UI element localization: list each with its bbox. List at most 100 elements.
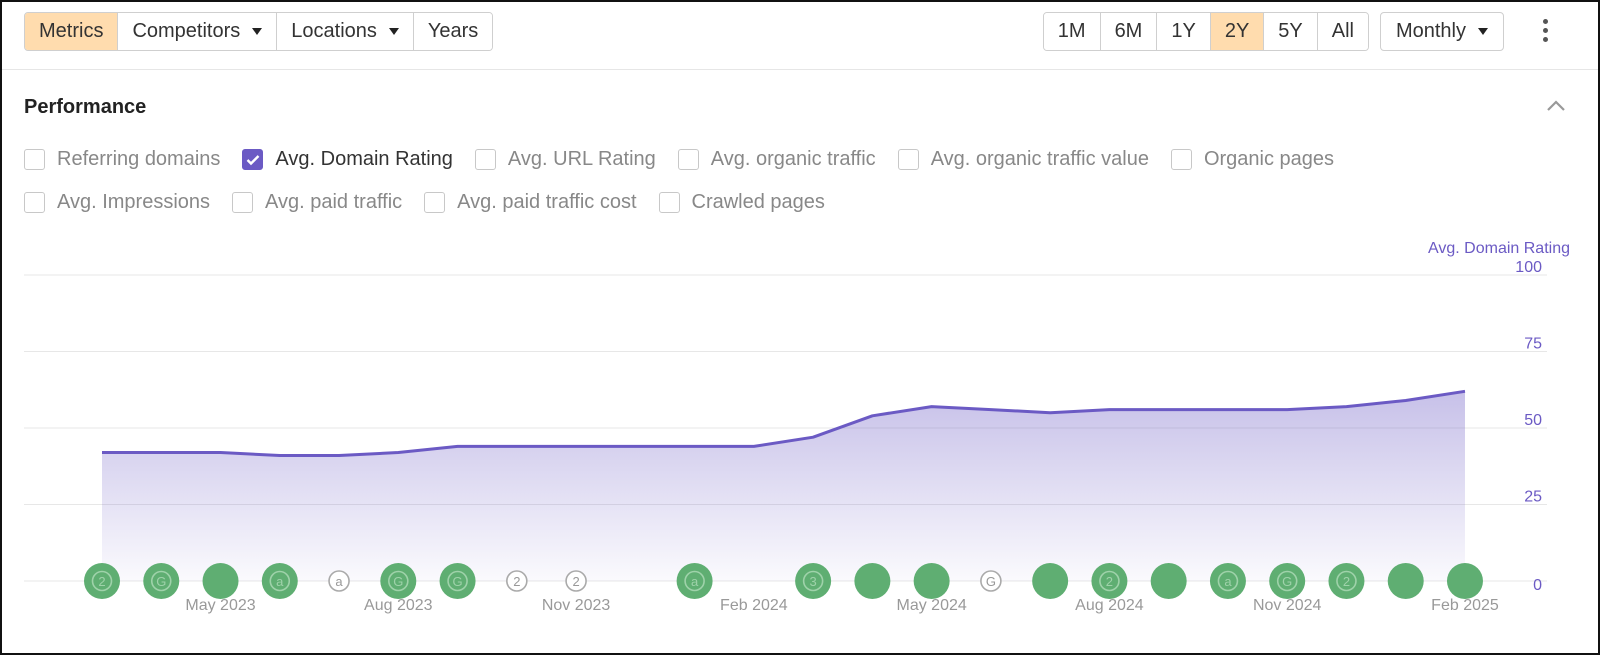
- update-marker[interactable]: [795, 563, 832, 599]
- range-label: 5Y: [1278, 20, 1303, 42]
- update-marker-glyph: a: [276, 574, 284, 589]
- metric-checkbox-label: Avg. organic traffic: [710, 148, 876, 170]
- view-options-group: Metrics Competitors Locations Years: [24, 12, 494, 51]
- chevron-up-icon[interactable]: [1546, 98, 1566, 112]
- update-marker-ring: [387, 570, 409, 592]
- metric-checkbox-label: Avg. paid traffic: [265, 191, 403, 213]
- domain-rating-chart: 0 25 50 75 100 May 2023 Aug 2023 Nov 2023 Feb 20…: [24, 259, 1547, 614]
- checkbox-icon[interactable]: [1170, 149, 1192, 170]
- y-tick-label: 25: [1524, 489, 1542, 506]
- metric-checkbox[interactable]: Avg. organic traffic value: [897, 148, 1149, 171]
- y-tick-label: 0: [1533, 577, 1542, 594]
- range-1m-button[interactable]: 1M: [1043, 13, 1101, 50]
- x-tick-label: Aug 2023: [364, 597, 433, 614]
- update-marker[interactable]: [565, 570, 587, 592]
- range-label: 2Y: [1224, 20, 1250, 42]
- update-marker-ring: [269, 570, 291, 592]
- update-marker[interactable]: [1387, 563, 1424, 599]
- metric-checkbox[interactable]: Avg. paid traffic: [232, 191, 402, 214]
- range-5y-button[interactable]: 5Y: [1264, 13, 1318, 50]
- metric-checkbox[interactable]: Avg. Impressions: [24, 191, 210, 214]
- update-marker[interactable]: [506, 570, 528, 592]
- update-marker-ring: [1276, 570, 1298, 592]
- y-tick-label: 50: [1524, 412, 1542, 429]
- checkbox-icon[interactable]: [677, 149, 699, 170]
- update-marker-glyph: 2: [572, 574, 579, 589]
- series-area: [102, 391, 1465, 581]
- update-marker[interactable]: [980, 570, 1002, 592]
- metric-checkbox-label: Avg. Domain Rating: [275, 148, 453, 170]
- update-marker[interactable]: [143, 563, 180, 599]
- years-label: Years: [427, 20, 479, 42]
- update-marker[interactable]: [1446, 563, 1483, 599]
- update-marker[interactable]: [380, 563, 417, 599]
- update-marker-ring: [91, 570, 113, 592]
- x-tick-label: Feb 2025: [1431, 597, 1499, 614]
- section-title: Performance: [24, 96, 147, 118]
- range-1y-button[interactable]: 1Y: [1157, 13, 1211, 50]
- metric-checkbox[interactable]: Organic pages: [1170, 148, 1334, 171]
- metric-checkbox[interactable]: Avg. paid traffic cost: [424, 191, 637, 214]
- metrics-button[interactable]: Metrics: [25, 13, 119, 50]
- toolbar: Metrics Competitors Locations Years 1M 6…: [2, 2, 1598, 70]
- metric-checkbox-label: Crawled pages: [691, 191, 825, 213]
- update-marker[interactable]: [913, 563, 950, 599]
- range-2y-button[interactable]: 2Y: [1210, 13, 1265, 50]
- locations-dropdown[interactable]: Locations: [277, 13, 414, 50]
- y-tick-label: 75: [1524, 336, 1542, 353]
- update-marker[interactable]: [261, 563, 298, 599]
- y-tick-label: 100: [1515, 259, 1542, 276]
- update-marker-glyph: a: [1224, 574, 1232, 589]
- interval-dropdown[interactable]: Monthly: [1379, 12, 1504, 51]
- checkbox-icon[interactable]: [24, 192, 45, 213]
- metric-checkboxes-row-2: Avg. Impressions Avg. paid traffic Avg. pa…: [24, 191, 847, 214]
- update-marker[interactable]: [676, 563, 713, 599]
- metrics-button-label: Metrics: [39, 20, 104, 42]
- metric-checkbox[interactable]: Referring domains: [24, 148, 220, 171]
- metric-checkbox[interactable]: Crawled pages: [658, 191, 825, 214]
- update-marker-glyph: G: [156, 574, 166, 589]
- checkbox-icon[interactable]: [24, 149, 45, 170]
- competitors-dropdown[interactable]: Competitors: [118, 13, 278, 50]
- checkbox-icon[interactable]: [658, 192, 680, 213]
- checkbox-icon[interactable]: [897, 149, 919, 170]
- update-marker[interactable]: [1032, 563, 1069, 599]
- checkbox-icon[interactable]: [232, 192, 254, 213]
- metric-checkbox[interactable]: Avg. Domain Rating: [242, 148, 453, 171]
- metric-checkboxes-row-1: Referring domains Avg. Domain Rating Avg. …: [24, 148, 1356, 171]
- x-tick-label: Feb 2024: [720, 597, 788, 614]
- update-marker-glyph: G: [452, 574, 462, 589]
- checkbox-icon[interactable]: [424, 192, 446, 213]
- update-marker[interactable]: [202, 563, 239, 599]
- update-marker-glyph: a: [335, 574, 343, 589]
- update-marker[interactable]: [1150, 563, 1187, 599]
- caret-down-icon: [388, 28, 399, 35]
- update-marker[interactable]: [439, 563, 476, 599]
- range-all-button[interactable]: All: [1317, 13, 1368, 50]
- update-marker[interactable]: [84, 563, 120, 599]
- metric-checkbox-label: Avg. organic traffic value: [930, 148, 1149, 170]
- x-tick-label: Nov 2023: [542, 597, 611, 614]
- update-marker[interactable]: [328, 570, 350, 592]
- update-marker[interactable]: [1091, 563, 1128, 599]
- update-marker-ring: [447, 570, 468, 592]
- range-label: All: [1331, 20, 1354, 42]
- update-marker-ring: [802, 570, 824, 592]
- update-marker-ring: [150, 570, 172, 592]
- metric-checkbox-label: Avg. paid traffic cost: [457, 191, 637, 213]
- range-6m-button[interactable]: 6M: [1100, 13, 1158, 50]
- locations-label: Locations: [291, 20, 377, 42]
- update-marker[interactable]: [854, 563, 891, 599]
- update-marker[interactable]: [1209, 563, 1246, 599]
- years-button[interactable]: Years: [413, 13, 493, 50]
- update-marker[interactable]: [1328, 563, 1365, 599]
- metric-checkbox[interactable]: Avg. URL Rating: [474, 148, 656, 171]
- metric-checkbox[interactable]: Avg. organic traffic: [677, 148, 876, 171]
- range-label: 1M: [1057, 20, 1086, 42]
- checkbox-checked-icon[interactable]: [242, 149, 264, 170]
- update-marker[interactable]: [1269, 563, 1306, 599]
- metric-checkbox-label: Avg. Impressions: [57, 191, 211, 213]
- checkbox-icon[interactable]: [474, 149, 496, 170]
- more-options-icon[interactable]: [1540, 19, 1550, 45]
